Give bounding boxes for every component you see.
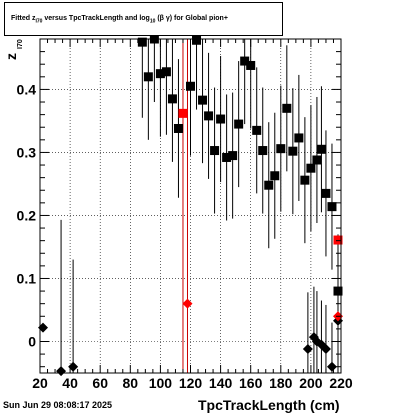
title-middle: versus TpcTrackLength and log	[42, 15, 150, 22]
data-point-square	[306, 163, 316, 173]
data-point-square	[186, 81, 195, 91]
x-tick-label: 80	[123, 375, 139, 391]
data-point-square	[192, 35, 202, 45]
title-subscript: I70	[35, 18, 43, 25]
data-point-square	[264, 180, 274, 190]
y-tick-label: 0	[28, 333, 36, 349]
y-axis-subscript: I70	[17, 39, 24, 49]
x-tick-label: 20	[32, 375, 48, 391]
data-point-square	[234, 119, 244, 129]
x-tick-label: 60	[92, 375, 108, 391]
x-tick-label: 220	[329, 375, 353, 391]
data-point-square	[155, 69, 165, 79]
data-point-square	[288, 146, 298, 156]
x-axis-title: TpcTrackLength (cm)	[198, 397, 340, 413]
data-point-square	[333, 235, 343, 245]
data-point-square	[240, 56, 250, 66]
data-point-square	[161, 67, 171, 77]
y-tick-label: 0.2	[17, 207, 37, 223]
data-point-square	[167, 94, 177, 104]
data-point-square	[276, 144, 286, 154]
y-tick-label: 0.3	[17, 144, 37, 160]
data-point-square	[143, 72, 153, 82]
error-bars	[60, 39, 339, 373]
axis-ticks	[39, 39, 342, 373]
data-point-square	[137, 37, 147, 47]
data-point-square	[258, 146, 268, 156]
data-point-square	[198, 95, 208, 105]
data-point-square	[321, 188, 331, 198]
x-tick-label: 160	[239, 375, 263, 391]
data-point-square	[216, 114, 226, 124]
title-box: Fitted zI70 versus TpcTrackLength and lo…	[4, 2, 283, 36]
data-point-square	[282, 103, 292, 113]
y-tick-label: 0.1	[17, 270, 37, 286]
data-point-diamond	[302, 344, 313, 355]
title-prefix: Fitted z	[11, 15, 36, 22]
timestamp-footer: Sun Jun 29 08:08:17 2025	[3, 400, 113, 410]
x-tick-labels: 20 40 60 80 100 120 140 160 180 200 220	[32, 375, 353, 391]
title-log-base: 10	[149, 18, 156, 25]
data-point-square	[173, 123, 183, 133]
title-suffix: (β γ) for Global pion+	[157, 15, 228, 22]
x-tick-label: 180	[269, 375, 293, 391]
data-point-square	[312, 155, 322, 165]
data-point-square	[204, 111, 214, 121]
data-point-square	[246, 60, 256, 70]
x-tick-label: 200	[299, 375, 323, 391]
data-point-square	[294, 133, 304, 143]
x-tick-label: 120	[179, 375, 203, 391]
data-point-square	[222, 152, 232, 162]
data-point-square	[300, 175, 310, 185]
y-tick-label: 0.4	[17, 81, 37, 97]
data-point-square	[252, 125, 262, 135]
x-tick-label: 100	[149, 375, 173, 391]
x-tick-label: 140	[209, 375, 233, 391]
y-tick-labels: 0 0.1 0.2 0.3 0.4	[17, 81, 37, 349]
data-markers	[38, 34, 343, 377]
data-point-diamond	[56, 366, 67, 377]
data-point-square	[270, 171, 280, 181]
data-point-diamond	[326, 361, 337, 372]
data-point-square	[327, 202, 337, 212]
reference-lines	[182, 39, 188, 373]
data-point-diamond	[182, 298, 193, 309]
data-point-diamond	[68, 361, 79, 372]
data-point-square	[210, 146, 220, 156]
data-point-diamond	[320, 344, 331, 355]
y-axis-title: z	[3, 53, 19, 60]
data-point-square	[228, 151, 238, 161]
data-point-square	[178, 108, 188, 118]
data-point-diamond	[38, 322, 49, 333]
x-tick-label: 40	[62, 375, 78, 391]
data-point-square	[316, 144, 326, 154]
